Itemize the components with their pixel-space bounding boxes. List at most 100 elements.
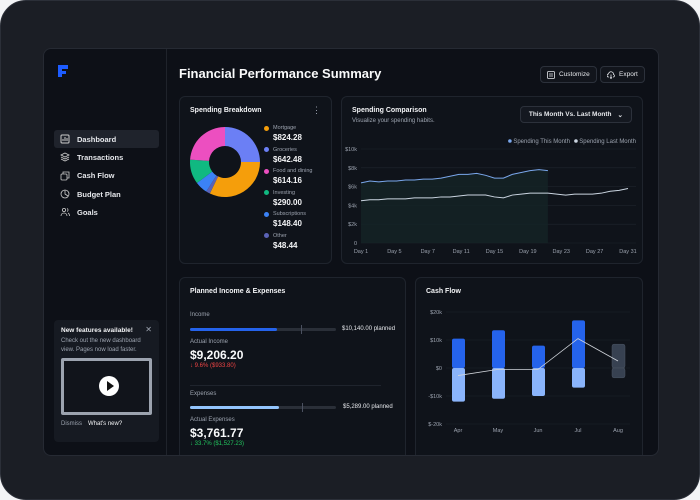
card-title: Cash Flow — [426, 288, 462, 295]
customize-button[interactable]: Customize — [540, 66, 597, 83]
y-tick-label: $2k — [348, 222, 357, 228]
y-tick-label: $8k — [348, 166, 357, 172]
sidebar-item-label: Transactions — [77, 152, 124, 162]
pie-clock-icon — [60, 189, 70, 199]
y-tick-label: $10k — [430, 338, 442, 344]
dropdown-value: This Month Vs. Last Month — [528, 111, 612, 118]
donut-slice — [206, 175, 219, 194]
legend-value: $642.48 — [273, 154, 302, 164]
legend-dot — [574, 139, 578, 143]
income-progress — [190, 325, 336, 334]
y-tick-label: 0 — [354, 241, 357, 247]
sidebar-item-label: Cash Flow — [77, 171, 115, 181]
sidebar-item-label: Goals — [77, 207, 98, 217]
x-tick-label: Day 27 — [586, 249, 603, 255]
chevron-down-icon: ⌄ — [617, 111, 623, 119]
cash-flow-card: Cash Flow $-20k -$10k $0 $10k $20k Apr May Jun J… — [415, 277, 643, 455]
series-line — [360, 169, 548, 184]
spending-comparison-card: Spending Comparison Visualize your spend… — [341, 96, 643, 264]
legend-item: Investing $290.00 — [264, 190, 312, 212]
play-icon[interactable] — [99, 376, 119, 396]
legend-dot — [264, 168, 269, 174]
legend-dot — [264, 190, 269, 196]
legend-label: Other — [273, 232, 287, 239]
dismiss-link[interactable]: Dismiss — [61, 421, 82, 427]
y-tick-label: $0 — [436, 366, 442, 372]
promo-text: Check out the new dashboard view. Pages … — [61, 338, 141, 353]
x-tick-label: Day 1 — [354, 249, 368, 255]
more-options-icon[interactable]: ⋮ — [312, 105, 321, 115]
legend-label: Investing — [273, 189, 296, 196]
sidebar-item-transactions[interactable]: Transactions — [54, 148, 159, 166]
logo-icon — [58, 65, 68, 77]
promo-video-thumbnail[interactable] — [61, 358, 152, 415]
close-icon[interactable]: ✕ — [145, 325, 152, 334]
x-tick-label: Aug — [613, 428, 623, 434]
income-bar — [532, 345, 545, 368]
x-tick-label: Day 31 — [619, 249, 636, 255]
net-line — [457, 338, 619, 376]
expenses-delta: 33.7% ($1,527.23) — [194, 441, 245, 447]
export-button[interactable]: Export — [600, 66, 645, 83]
users-icon — [60, 208, 70, 217]
x-tick-label: Day 23 — [553, 249, 570, 255]
legend-item: Groceries $642.48 — [264, 147, 312, 169]
expenses-label: Expenses — [190, 391, 217, 397]
card-title: Planned Income & Expenses — [190, 288, 286, 295]
expense-bar — [452, 368, 465, 402]
divider — [190, 385, 381, 386]
app-screen: Dashboard Transactions Cash Flow Budget Pla… — [43, 48, 659, 456]
donut-slice — [225, 127, 260, 163]
spending-breakdown-card: Spending Breakdown ⋮ Mortgage $824.28 Groc… — [179, 96, 332, 264]
income-delta: 9.6% ($933.80) — [194, 363, 236, 369]
donut-slice — [196, 171, 217, 192]
legend-value: $290.00 — [273, 197, 302, 207]
x-tick-label: Day 19 — [519, 249, 536, 255]
y-tick-label: $20k — [430, 310, 442, 316]
promo-card: New features available! ✕ Check out the … — [54, 320, 159, 442]
card-title: Spending Breakdown — [190, 107, 262, 114]
x-tick-label: Jul — [574, 428, 581, 434]
x-tick-label: Day 7 — [421, 249, 435, 255]
legend-value: $48.44 — [273, 240, 298, 250]
page-title: Financial Performance Summary — [179, 66, 382, 81]
legend-label: Subscriptions — [273, 211, 307, 218]
income-bar — [452, 338, 465, 368]
actual-income-label: Actual Income — [190, 339, 229, 345]
y-tick-label: $4k — [348, 203, 357, 209]
x-tick-label: Jun — [534, 428, 543, 434]
income-bar — [492, 330, 505, 368]
whats-new-link[interactable]: What's new? — [88, 421, 123, 427]
chart-icon — [60, 134, 70, 144]
arrow-down-icon: ↓ — [190, 363, 195, 369]
period-dropdown[interactable]: This Month Vs. Last Month ⌄ — [519, 106, 632, 123]
legend-dot — [264, 147, 269, 153]
customize-label: Customize — [559, 71, 590, 78]
sidebar-item-budget-plan[interactable]: Budget Plan — [54, 185, 159, 203]
sidebar-item-cash-flow[interactable]: Cash Flow — [54, 167, 159, 185]
legend-value: $614.16 — [273, 176, 302, 186]
donut-slice — [209, 162, 260, 197]
expense-bar — [572, 368, 585, 388]
sidebar: Dashboard Transactions Cash Flow Budget Pla… — [44, 49, 167, 455]
y-tick-label: $10k — [345, 147, 357, 153]
y-tick-label: $6k — [348, 185, 357, 191]
sidebar-item-dashboard[interactable]: Dashboard — [54, 130, 159, 149]
promo-title: New features available! — [61, 327, 133, 334]
income-bar — [572, 320, 585, 368]
donut-slice — [190, 127, 225, 161]
legend-dot — [264, 233, 269, 239]
arrow-down-icon: ↓ — [190, 441, 195, 447]
y-tick-label: -$10k — [428, 394, 442, 400]
actual-expenses-label: Actual Expenses — [190, 417, 235, 423]
expense-bar — [532, 368, 545, 396]
x-tick-label: May — [493, 428, 504, 434]
y-tick-label: $-20k — [428, 422, 442, 428]
legend-dot — [508, 139, 512, 143]
sidebar-item-label: Budget Plan — [77, 189, 121, 199]
series-line — [360, 187, 629, 202]
x-tick-label: Day 5 — [387, 249, 401, 255]
sidebar-item-goals[interactable]: Goals — [54, 203, 159, 221]
expenses-planned: $5,289.00 planned — [343, 404, 393, 410]
